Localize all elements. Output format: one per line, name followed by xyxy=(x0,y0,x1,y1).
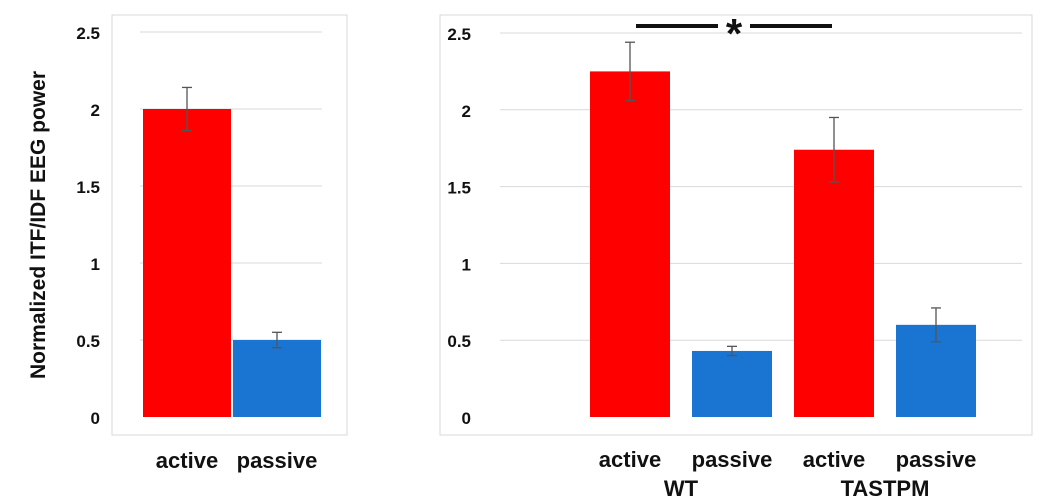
bar-active xyxy=(143,109,231,417)
error-bar xyxy=(931,307,941,343)
panel-right-bars xyxy=(590,41,976,418)
panel-right-yticks: 0 0.5 1 1.5 2 2.5 xyxy=(447,25,471,428)
error-bar xyxy=(182,86,192,132)
y-tick-label: 0.5 xyxy=(76,332,100,351)
panel-right-group-labels: WT TASTPM xyxy=(664,476,930,500)
x-tick-label: active xyxy=(156,448,218,473)
bar-passive xyxy=(692,350,772,417)
bar-active xyxy=(590,71,670,418)
error-bar xyxy=(625,41,635,102)
panel-right-grid xyxy=(500,32,1022,341)
x-tick-label: passive xyxy=(237,448,318,473)
y-tick-label: 2.5 xyxy=(76,24,100,43)
y-tick-label: 1.5 xyxy=(447,179,471,198)
error-bar xyxy=(272,331,282,349)
y-tick-label: 0 xyxy=(462,409,471,428)
y-tick-label: 2.5 xyxy=(447,25,471,44)
y-tick-label: 1.5 xyxy=(76,178,100,197)
x-tick-label: active xyxy=(599,447,661,472)
significance-symbol: * xyxy=(726,10,743,57)
panel-left-bars xyxy=(143,86,321,417)
group-label: WT xyxy=(664,476,699,500)
group-label: TASTPM xyxy=(841,476,930,500)
panel-right-xlabels: active passive active passive xyxy=(599,447,977,472)
significance-marker: * xyxy=(636,10,832,57)
x-tick-label: passive xyxy=(896,447,977,472)
panel-left-xlabels: active passive xyxy=(156,448,318,473)
y-tick-label: 2 xyxy=(462,102,471,121)
bar-active xyxy=(794,149,874,417)
panel-left-yticks: 0 0.5 1 1.5 2 2.5 xyxy=(76,24,100,428)
panel-left-frame xyxy=(111,14,348,436)
x-tick-label: passive xyxy=(692,447,773,472)
panel-left: 0 0.5 1 1.5 2 2.5 active passive Normalized IT… xyxy=(27,14,348,473)
y-tick-label: 1 xyxy=(462,255,471,274)
y-tick-label: 0 xyxy=(91,409,100,428)
error-bar xyxy=(727,345,737,357)
y-axis-label: Normalized ITF/IDF EEG power xyxy=(27,71,50,379)
bar-passive xyxy=(233,340,321,417)
y-tick-label: 2 xyxy=(91,101,100,120)
y-tick-label: 1 xyxy=(91,255,100,274)
panel-right: 00.511.522.5 active passive active passive … xyxy=(439,10,1033,500)
panel-right-frame xyxy=(439,14,1033,436)
y-tick-label: 0.5 xyxy=(447,332,471,351)
error-bar xyxy=(829,116,839,183)
x-tick-label: active xyxy=(803,447,865,472)
